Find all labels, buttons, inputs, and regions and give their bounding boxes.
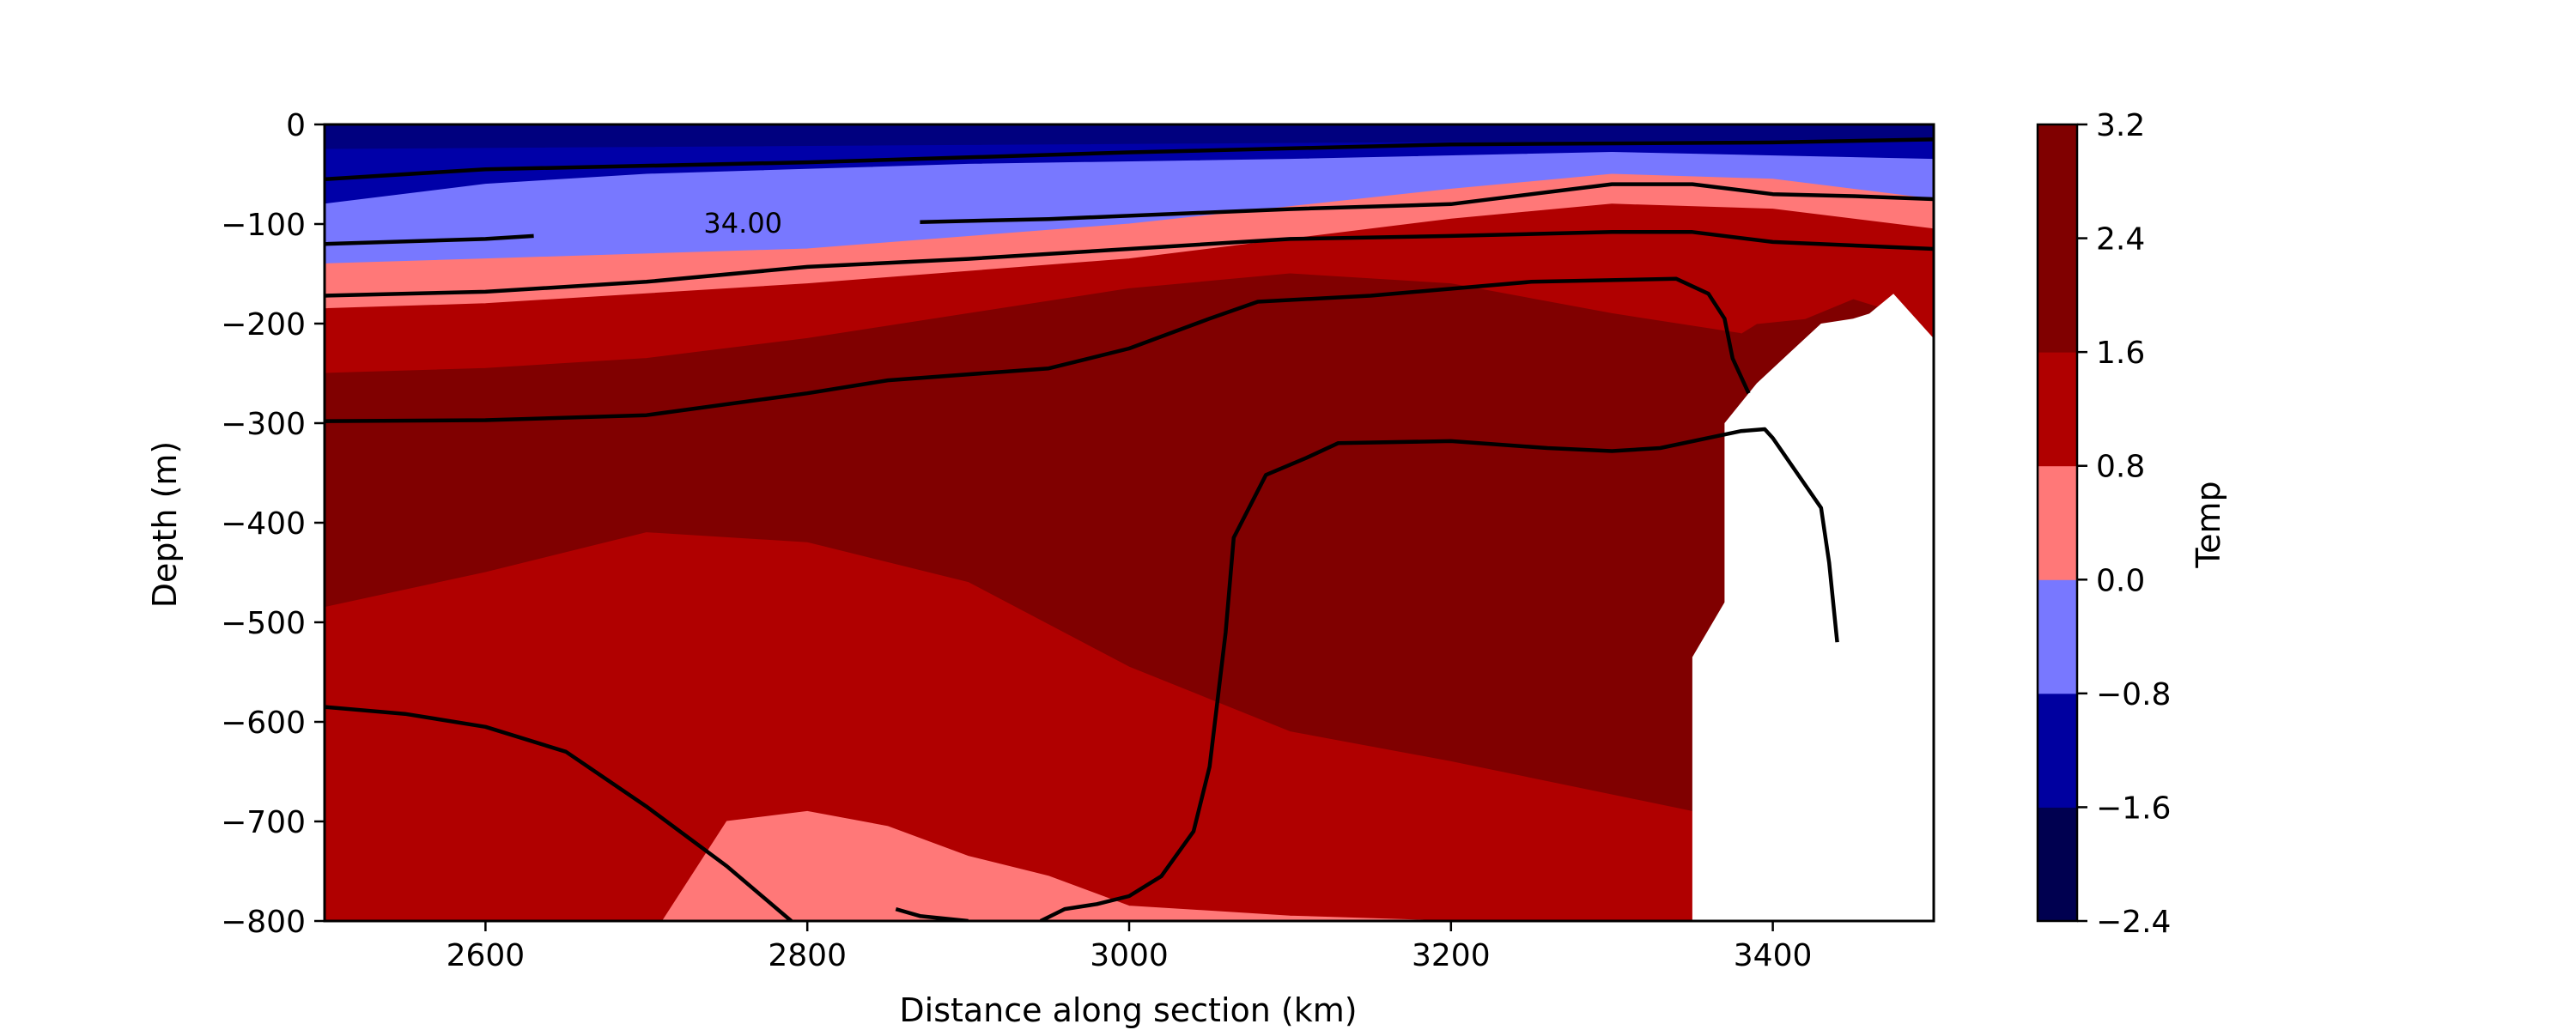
y-tick-label: −200	[221, 307, 306, 342]
y-tick-label: −300	[221, 407, 306, 442]
colorbar-label: Temp	[2190, 481, 2227, 568]
salinity-contour-2	[325, 233, 534, 246]
plot-area: 34.00	[323, 123, 1935, 923]
salinity-contour-3	[920, 182, 1934, 224]
colorbar-frame	[2036, 123, 2079, 923]
colorbar-tick-label: −0.8	[2096, 677, 2171, 712]
y-tick-label: −500	[221, 606, 306, 641]
colorbar-segment	[2038, 465, 2077, 580]
salinity-contour-6	[325, 705, 793, 921]
colorbar-segment	[2038, 124, 2077, 239]
colorbar-tick-label: 3.2	[2096, 108, 2145, 143]
land-mask	[1692, 294, 1934, 921]
y-tick-label: −600	[221, 706, 306, 741]
x-tick-label: 2600	[447, 938, 526, 973]
colorbar-segment	[2038, 693, 2077, 808]
y-axis: 0 −100 −200 −300 −400 −500 −600 −700 −800	[221, 108, 325, 940]
y-axis-label: Depth (m)	[146, 441, 184, 609]
colorbar-tick-label: 2.4	[2096, 222, 2145, 258]
colorbar-segment	[2038, 807, 2077, 922]
contour-label: 34.00	[703, 207, 782, 239]
salinity-contour-8	[1039, 427, 1839, 921]
y-tick-label: 0	[286, 108, 306, 143]
y-tick-label: −400	[221, 506, 306, 542]
y-tick-label: −100	[221, 208, 306, 243]
colorbar-tick-label: −2.4	[2096, 905, 2171, 940]
x-axis: 2600 2800 3000 3200 3400	[447, 921, 1813, 973]
colorbar-segment	[2038, 238, 2077, 353]
colorbar-tick-label: 1.6	[2096, 336, 2145, 371]
salinity-contour-5	[325, 276, 1751, 423]
colorbar-tick-label: 0.8	[2096, 450, 2145, 485]
y-tick-label: −800	[221, 905, 306, 940]
salinity-contour-7	[895, 906, 969, 921]
y-tick-label: −700	[221, 805, 306, 840]
colorbar: −2.4 −1.6 −0.8 0.0 0.8 1.6 2.4 3.2	[2036, 108, 2171, 940]
x-tick-label: 3200	[1412, 938, 1491, 973]
colorbar-tick-label: 0.0	[2096, 563, 2145, 598]
x-axis-label: Distance along section (km)	[899, 991, 1357, 1029]
salinity-contour-4	[325, 230, 1934, 298]
x-tick-label: 2800	[768, 938, 847, 973]
colorbar-segment	[2038, 579, 2077, 694]
salinity-contour-1	[325, 137, 1934, 182]
colorbar-tick-label: −1.6	[2096, 791, 2171, 826]
x-tick-label: 3000	[1090, 938, 1169, 973]
temp-band-surface-dark-blue	[325, 124, 1934, 150]
x-tick-label: 3400	[1734, 938, 1813, 973]
temp-band-pink-lower	[661, 810, 1451, 921]
colorbar-segment	[2038, 352, 2077, 467]
